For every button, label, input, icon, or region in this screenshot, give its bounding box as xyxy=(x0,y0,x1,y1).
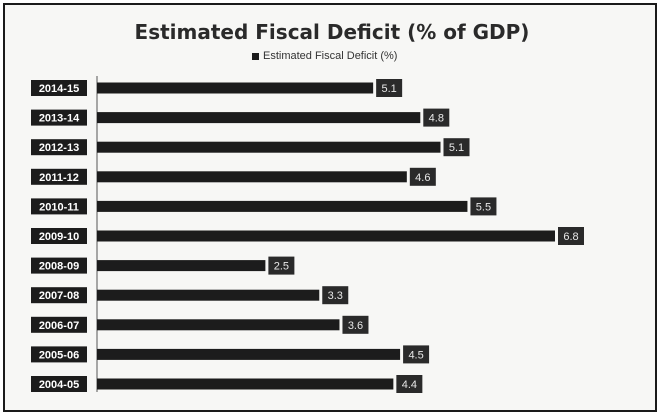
data-label: 6.8 xyxy=(563,231,578,243)
bar xyxy=(97,112,421,124)
data-label: 4.4 xyxy=(402,379,417,391)
data-label-bg xyxy=(396,375,423,393)
category-label-bg xyxy=(31,376,87,392)
category-label: 2012-13 xyxy=(39,142,79,154)
data-label-bg xyxy=(403,345,430,364)
bar xyxy=(97,200,468,212)
category-label-bg xyxy=(31,198,87,215)
category-label: 2006-07 xyxy=(39,320,79,332)
category-label-bg xyxy=(31,287,87,304)
category-label-bg xyxy=(31,80,87,96)
category-label: 2011-12 xyxy=(39,172,79,184)
data-label: 4.8 xyxy=(429,113,444,125)
category-label: 2010-11 xyxy=(39,201,79,213)
category-label-bg xyxy=(31,346,87,363)
bar xyxy=(97,171,407,183)
category-label: 2013-14 xyxy=(39,113,80,125)
category-label: 2007-08 xyxy=(39,290,79,302)
category-label-bg xyxy=(31,168,87,185)
bar xyxy=(97,260,266,272)
bar xyxy=(97,141,441,153)
data-label: 4.5 xyxy=(408,349,423,361)
bar xyxy=(97,378,394,390)
data-label-bg xyxy=(443,138,470,157)
data-label-bg xyxy=(423,108,450,127)
data-label: 4.6 xyxy=(415,172,430,184)
data-label-bg xyxy=(409,167,436,186)
data-label-bg xyxy=(268,256,295,275)
legend-swatch xyxy=(252,52,259,60)
category-label: 2008-09 xyxy=(39,261,79,273)
bar xyxy=(97,82,374,94)
category-label-bg xyxy=(31,109,87,126)
data-label: 5.1 xyxy=(449,142,464,154)
data-label: 2.5 xyxy=(274,261,289,273)
category-label-bg xyxy=(31,257,87,274)
bar xyxy=(97,230,555,242)
category-label: 2004-05 xyxy=(39,379,79,391)
data-label: 5.1 xyxy=(381,83,396,95)
data-label-bg xyxy=(342,315,369,334)
category-label-bg xyxy=(31,228,87,244)
category-label: 2014-15 xyxy=(39,83,79,95)
data-label: 3.6 xyxy=(348,320,363,332)
data-label: 3.3 xyxy=(328,290,343,302)
data-label: 5.5 xyxy=(476,201,491,213)
data-label-bg xyxy=(376,79,403,97)
category-label: 2009-10 xyxy=(39,231,79,243)
bar xyxy=(97,319,340,331)
category-label-bg xyxy=(31,316,87,333)
data-label-bg xyxy=(558,227,584,245)
data-label-bg xyxy=(322,286,349,305)
chart-legend: Estimated Fiscal Deficit (%) xyxy=(252,50,397,62)
chart-title: Estimated Fiscal Deficit (% of GDP) xyxy=(134,20,530,44)
legend-label: Estimated Fiscal Deficit (%) xyxy=(263,50,398,62)
data-label-bg xyxy=(470,197,497,216)
bar xyxy=(97,289,320,301)
category-label-bg xyxy=(31,139,87,156)
bar xyxy=(97,348,401,360)
category-label: 2005-06 xyxy=(39,349,79,361)
